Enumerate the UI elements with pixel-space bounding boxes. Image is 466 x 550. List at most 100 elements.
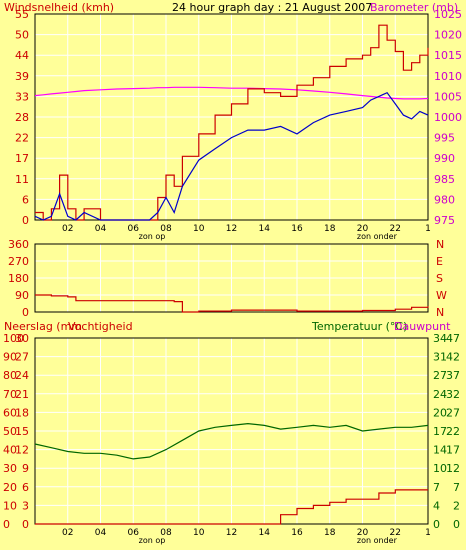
rain-y-tick-label: 0 [22,518,29,531]
hum-y-tick-label: 70 [3,388,17,401]
wind-y-tick-label: 39 [15,70,29,83]
temp-y-tick-label: 24 [433,388,447,401]
wind-direction-line [35,294,429,313]
wind-gust-line [35,24,429,221]
hum-x-tick-label: 04 [95,528,107,538]
hum-y-tick-label: 0 [3,518,10,531]
hum-y-tick-label: 30 [3,462,17,475]
wind-avg-line [34,91,429,221]
hum-x-tick-label: 12 [226,528,237,538]
wind-y-tick-label: 33 [15,90,29,103]
wind-y-tick-label: 55 [15,8,29,21]
rain-y-tick-label: 9 [22,462,29,475]
baro-y-tick-label: 980 [434,193,455,206]
dew-y-tick-label: 27 [446,406,460,419]
wind-y-tick-label: 11 [15,173,29,186]
dir-y-tick-label: 360 [8,238,29,251]
wind-speed-title: Windsnelheid (kmh) [4,1,114,14]
rain-title: Neerslag (mm [4,320,82,333]
wind-y-tick-label: 44 [15,49,29,62]
direction-panel-frame [34,243,429,313]
rain-y-tick-label: 18 [15,406,29,419]
compass-label: S [436,272,443,285]
baro-y-tick-label: 990 [434,152,455,165]
rain-y-tick-label: 30 [15,332,29,345]
hum-x-tick-label: 08 [160,528,172,538]
hum-y-tick-label: 10 [3,499,17,512]
hum-x-tick-label: 20 [357,528,369,538]
barometer-title: Barometer (mb) [370,1,458,14]
hum-x-tick-label: 1 [425,528,431,538]
wind-y-tick-label: 28 [15,111,29,124]
hum-sunset-label: zon onder [357,536,398,545]
baro-y-tick-label: 985 [434,173,455,186]
hum-x-tick-label: 06 [128,528,140,538]
dew-y-tick-label: 32 [446,388,460,401]
dew-y-tick-label: 37 [446,369,460,382]
wind-panel-frame [34,13,429,221]
hum-y-tick-label: 100 [3,332,24,345]
dir-y-tick-label: 270 [8,255,29,268]
rain-y-tick-label: 24 [15,369,29,382]
temp-y-tick-label: 0 [433,518,440,531]
baro-y-tick-label: 995 [434,132,455,145]
temp-y-tick-label: 14 [433,444,447,457]
compass-label: W [436,289,447,302]
hum-x-tick-label: 02 [62,528,73,538]
wind-x-tick-label: 1 [425,224,431,234]
wind-y-tick-label: 6 [22,193,29,206]
wind-y-tick-label: 22 [15,132,29,145]
rain-y-tick-label: 21 [15,388,29,401]
wind-x-tick-label: 06 [128,224,140,234]
baro-y-tick-label: 1005 [434,90,462,103]
wind-x-tick-label: 02 [62,224,73,234]
temperature-title: Temperatuur (°C) [311,320,407,333]
hum-x-tick-label: 16 [291,528,303,538]
hum-sunrise-label: zon op [139,536,166,545]
wind-x-tick-label: 20 [357,224,369,234]
dew-y-tick-label: 2 [453,499,460,512]
hum-y-tick-label: 60 [3,406,17,419]
wind-sunrise-label: zon op [139,232,166,241]
compass-label: N [436,306,444,319]
temp-y-tick-label: 31 [433,351,447,364]
dew-y-tick-label: 12 [446,462,460,475]
baro-y-tick-label: 1015 [434,49,462,62]
baro-y-tick-label: 1010 [434,70,462,83]
wind-x-tick-label: 18 [324,224,336,234]
wind-x-tick-label: 08 [160,224,172,234]
baro-y-tick-label: 1020 [434,29,462,42]
hum-x-tick-label: 10 [193,528,205,538]
wind-x-tick-label: 22 [390,224,401,234]
hum-y-tick-label: 50 [3,425,17,438]
rain-y-tick-label: 12 [15,444,29,457]
dir-y-tick-label: 90 [15,289,29,302]
temp-y-tick-label: 27 [433,369,447,382]
temp-y-tick-label: 7 [433,481,440,494]
wind-x-tick-label: 14 [259,224,271,234]
dewpoint-title: Dauwpunt [394,320,451,333]
hum-x-tick-label: 22 [390,528,401,538]
hum-y-tick-label: 20 [3,481,17,494]
rain-line [35,489,428,525]
wind-sunset-label: zon onder [357,232,398,241]
temp-y-tick-label: 4 [433,499,440,512]
dir-y-tick-label: 0 [22,306,29,319]
temp-y-tick-label: 20 [433,406,447,419]
baro-y-tick-label: 975 [434,214,455,227]
temp-y-tick-label: 17 [433,425,447,438]
wind-x-tick-label: 04 [95,224,107,234]
dew-y-tick-label: 22 [446,425,460,438]
dew-y-tick-label: 7 [453,481,460,494]
hum-x-tick-label: 18 [324,528,336,538]
dir-y-tick-label: 180 [8,272,29,285]
compass-label: N [436,238,444,251]
hum-y-tick-label: 80 [3,369,17,382]
wind-x-tick-label: 12 [226,224,237,234]
rain-y-tick-label: 6 [22,481,29,494]
temp-y-tick-label: 10 [433,462,447,475]
rain-y-tick-label: 15 [15,425,29,438]
